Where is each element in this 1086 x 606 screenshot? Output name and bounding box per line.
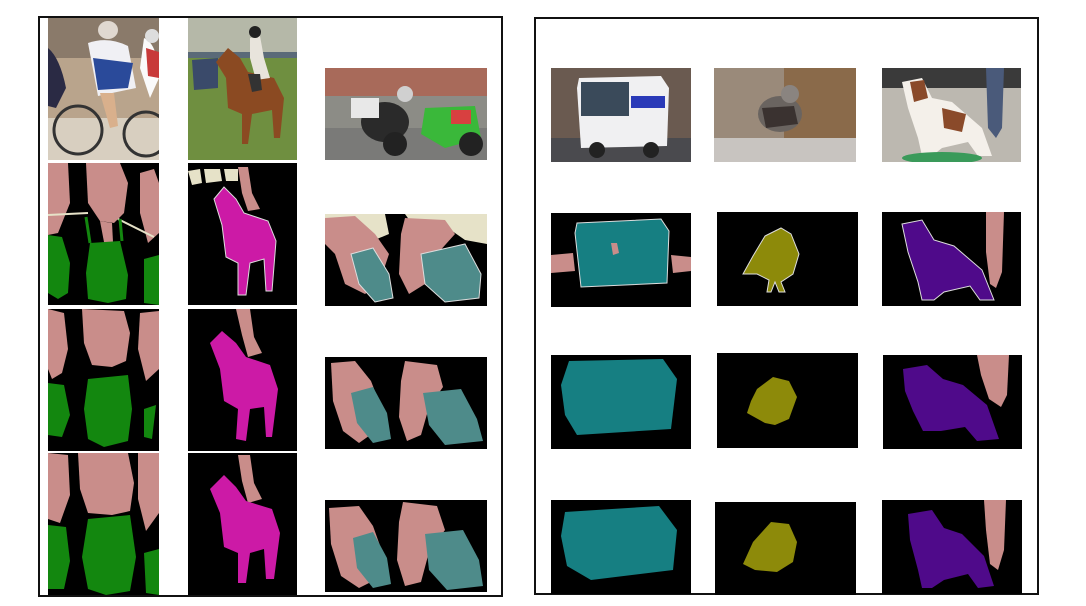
cyclists-ground-truth — [48, 163, 159, 305]
dog-prediction-b — [882, 500, 1022, 594]
bird-ground-truth — [717, 212, 858, 306]
cyclists-prediction-a — [48, 309, 159, 451]
bird-photo — [714, 68, 856, 162]
horse-prediction-b — [188, 453, 297, 595]
cyclists-photo — [48, 18, 159, 160]
horse-photo — [188, 18, 297, 160]
motorbike-photo — [325, 68, 487, 160]
horse-prediction-a — [188, 309, 297, 451]
bird-prediction-a — [717, 353, 858, 448]
dog-prediction-a — [883, 355, 1022, 449]
motorbike-prediction-b — [325, 500, 487, 592]
bird-prediction-b — [715, 502, 856, 595]
cyclists-prediction-b — [48, 453, 159, 595]
dog-photo — [882, 68, 1021, 162]
bus-prediction-a — [551, 355, 691, 449]
motorbike-prediction-a — [325, 357, 487, 449]
bus-ground-truth — [551, 213, 691, 307]
motorbike-ground-truth — [325, 214, 487, 306]
horse-ground-truth — [188, 163, 297, 305]
bus-photo — [551, 68, 691, 162]
bus-prediction-b — [551, 500, 691, 594]
dog-ground-truth — [882, 212, 1021, 306]
